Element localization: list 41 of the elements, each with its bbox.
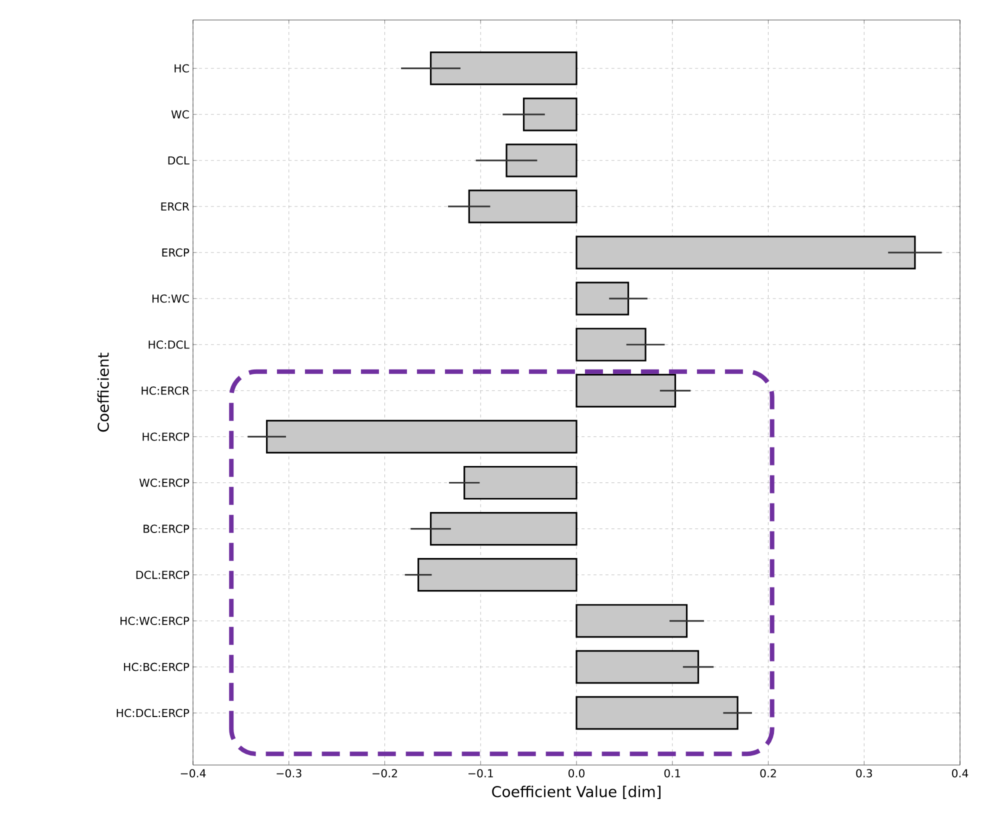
y-tick-label: HC:ERCR bbox=[142, 386, 190, 395]
x-tick-label: −0.3 bbox=[276, 769, 302, 778]
bar bbox=[576, 374, 676, 408]
bar bbox=[576, 328, 646, 362]
y-tick-label: HC:BC:ERCP bbox=[124, 662, 190, 672]
y-tick-label: HC:DCL bbox=[148, 340, 190, 349]
y-tick-label: HC:ERCP bbox=[142, 432, 190, 441]
bar bbox=[576, 604, 688, 638]
x-tick-label: 0.0 bbox=[568, 769, 584, 778]
x-tick-label: 0.2 bbox=[760, 769, 776, 778]
bar bbox=[266, 420, 578, 454]
x-tick-label: 0.1 bbox=[664, 769, 680, 778]
x-axis-title: Coefficient Value [dim] bbox=[492, 786, 660, 800]
bar bbox=[468, 190, 578, 224]
bar bbox=[576, 282, 630, 316]
y-tick-label: HC:WC bbox=[152, 294, 189, 303]
y-tick-label: WC:ERCP bbox=[139, 478, 190, 487]
bar bbox=[464, 466, 578, 500]
bar bbox=[506, 144, 578, 178]
x-tick-label: −0.4 bbox=[180, 769, 206, 778]
y-tick-label: ERCR bbox=[161, 202, 190, 211]
bar bbox=[522, 98, 578, 132]
x-tick-label: 0.3 bbox=[856, 769, 872, 778]
bar bbox=[418, 558, 578, 592]
x-tick-label: 0.4 bbox=[952, 769, 968, 778]
x-tick-label: −0.1 bbox=[468, 769, 493, 778]
y-tick-label: BC:ERCP bbox=[144, 524, 190, 533]
x-tick-label: −0.2 bbox=[372, 769, 397, 778]
bar bbox=[576, 696, 738, 730]
y-tick-label: HC bbox=[174, 64, 189, 72]
y-tick-label: WC bbox=[171, 110, 189, 119]
bar bbox=[430, 512, 578, 546]
y-tick-label: HC:DCL:ERCP bbox=[116, 708, 190, 718]
y-tick-label: HC:WC:ERCP bbox=[120, 616, 190, 626]
y-tick-label: DCL:ERCP bbox=[136, 570, 190, 579]
y-tick-label: ERCP bbox=[162, 248, 190, 257]
bar bbox=[576, 236, 916, 270]
y-tick-label: DCL bbox=[168, 156, 190, 165]
y-axis-title: Coefficient bbox=[97, 352, 109, 432]
bar bbox=[430, 52, 578, 86]
bar bbox=[576, 650, 700, 684]
